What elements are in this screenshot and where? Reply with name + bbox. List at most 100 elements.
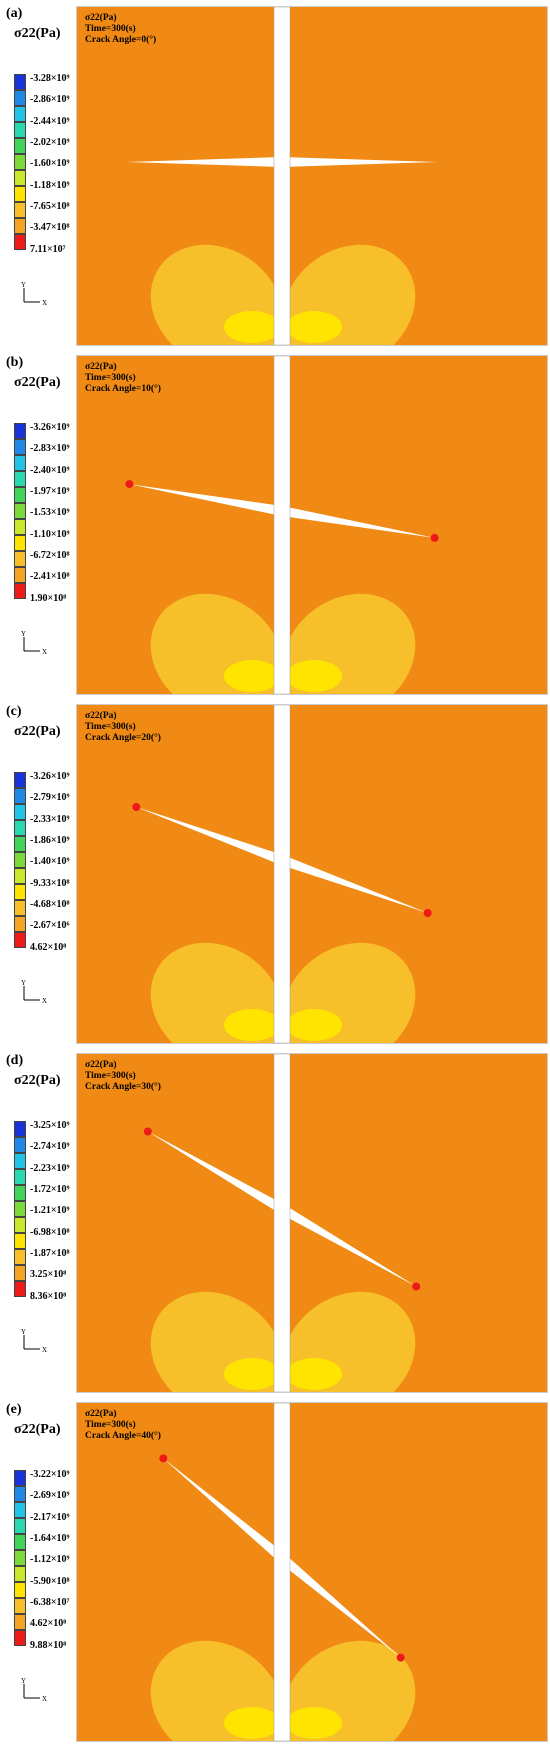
contour-svg	[125, 356, 439, 694]
color-scale	[14, 1121, 26, 1313]
x-axis-letter: X	[42, 648, 47, 656]
inner-zone-right	[286, 660, 342, 692]
tick-labels: -3.26×10⁹ -2.79×10⁹ -2.33×10⁹ -1.86×10⁹ …	[30, 771, 90, 964]
scale-swatch	[14, 884, 26, 900]
scale-swatch	[14, 234, 26, 250]
legend-title: σ22(Pa)	[14, 1422, 61, 1437]
scale-swatch	[14, 1582, 26, 1598]
scale-swatch	[14, 154, 26, 170]
x-axis-letter: X	[42, 1346, 47, 1354]
scale-swatch	[14, 567, 26, 583]
tick-labels: -3.26×10⁹ -2.83×10⁹ -2.40×10⁹ -1.97×10⁹ …	[30, 422, 90, 615]
tick-label: -2.69×10⁹	[30, 1490, 70, 1502]
tick-label: -6.38×10⁷	[30, 1596, 70, 1608]
color-scale	[14, 1470, 26, 1662]
inner-zone-left	[224, 1358, 280, 1390]
tick-label: -2.02×10⁹	[30, 136, 70, 148]
scale-swatch	[14, 74, 26, 90]
tick-label: -1.86×10⁹	[30, 834, 70, 846]
crack-tip-stress-right	[423, 909, 432, 917]
scale-swatch	[14, 218, 26, 234]
tick-label: -1.87×10⁸	[30, 1247, 70, 1259]
plot-info: σ22(Pa) Time=300(s) Crack Angle=40(°)	[85, 1409, 161, 1442]
tick-label: -1.72×10⁹	[30, 1183, 70, 1195]
tick-label: -3.22×10⁹	[30, 1469, 70, 1480]
panel-label: (a)	[6, 6, 23, 21]
plot-info: σ22(Pa) Time=300(s) Crack Angle=20(°)	[85, 711, 161, 744]
tick-label: -5.90×10⁸	[30, 1575, 70, 1587]
tick-label: 4.62×10⁸	[30, 941, 67, 953]
info-angle: Crack Angle=0(°)	[85, 35, 157, 45]
scale-swatch	[14, 503, 26, 519]
scale-swatch	[14, 519, 26, 535]
scale-swatch	[14, 1502, 26, 1518]
tick-label: -1.53×10⁹	[30, 507, 70, 519]
inner-zone-left	[224, 1009, 280, 1041]
contour-plot: σ22(Pa) Time=300(s) Crack Angle=0(°)	[76, 6, 548, 346]
axis-triad-icon: Y X	[21, 631, 47, 656]
scale-swatch	[14, 852, 26, 868]
crack-tip-stress-left	[125, 480, 134, 489]
info-stress: σ22(Pa)	[85, 362, 117, 372]
x-axis-letter: X	[42, 299, 47, 307]
wellbore	[273, 7, 291, 345]
tick-label: -1.97×10⁹	[30, 485, 70, 497]
scale-swatch	[14, 1598, 26, 1614]
crack-tip-stress-left	[143, 1127, 152, 1136]
legend-title: σ22(Pa)	[14, 375, 61, 390]
scale-swatch	[14, 455, 26, 471]
tick-label: 8.36×10⁸	[30, 1290, 67, 1302]
panel-label: (e)	[6, 1402, 22, 1417]
tick-label: -6.98×10⁸	[30, 1226, 70, 1238]
tick-label: -2.17×10⁹	[30, 1511, 70, 1523]
legend-title: σ22(Pa)	[14, 26, 61, 41]
panel-label: (b)	[6, 355, 24, 370]
legend-title: σ22(Pa)	[14, 724, 61, 739]
scale-swatch	[14, 1137, 26, 1153]
inner-zone-right	[286, 311, 342, 343]
tick-label: -2.33×10⁹	[30, 813, 70, 825]
axis-triad-icon: Y X	[21, 282, 47, 307]
scale-swatch	[14, 138, 26, 154]
tick-label: -2.74×10⁹	[30, 1141, 70, 1153]
scale-swatch	[14, 1153, 26, 1169]
scale-swatch	[14, 122, 26, 138]
tick-label: -3.25×10⁹	[30, 1120, 70, 1131]
scale-swatch	[14, 1614, 26, 1630]
scale-swatch	[14, 820, 26, 836]
tick-label: -1.60×10⁹	[30, 158, 70, 170]
info-stress: σ22(Pa)	[85, 1409, 117, 1419]
info-stress: σ22(Pa)	[85, 711, 117, 721]
axis-triad-icon: Y X	[21, 1329, 47, 1354]
tick-label: -1.40×10⁹	[30, 856, 70, 868]
tick-label: -2.79×10⁹	[30, 792, 70, 804]
inner-zone-left	[224, 1707, 280, 1739]
tick-label: -3.28×10⁹	[30, 73, 70, 84]
wellbore	[273, 705, 291, 1043]
y-axis-letter: Y	[21, 980, 26, 987]
y-axis-letter: Y	[21, 1329, 26, 1336]
info-time: Time=300(s)	[85, 1420, 136, 1430]
scale-swatch	[14, 1486, 26, 1502]
tick-label: -2.67×10⁶	[30, 920, 70, 932]
info-time: Time=300(s)	[85, 373, 136, 383]
plot-info: σ22(Pa) Time=300(s) Crack Angle=30(°)	[85, 1060, 161, 1093]
wellbore	[273, 356, 291, 694]
scale-swatch	[14, 1185, 26, 1201]
scale-swatch	[14, 1281, 26, 1297]
scale-swatch	[14, 1169, 26, 1185]
inner-zone-right	[286, 1009, 342, 1041]
legend-title: σ22(Pa)	[14, 1073, 61, 1088]
tick-label: -2.23×10⁹	[30, 1162, 70, 1174]
tick-label: -2.44×10⁹	[30, 115, 70, 127]
panel-d: (d) σ22(Pa) -3.25×10⁹ -2.74×10⁹ -2.23×10…	[0, 1047, 550, 1396]
scale-swatch	[14, 583, 26, 599]
x-axis-letter: X	[42, 997, 47, 1005]
crack-tip-stress-left	[132, 803, 141, 811]
tick-label: -1.18×10⁹	[30, 179, 70, 191]
wellbore	[273, 1403, 291, 1741]
plot-info: σ22(Pa) Time=300(s) Crack Angle=10(°)	[85, 362, 161, 395]
info-angle: Crack Angle=40(°)	[85, 1431, 161, 1441]
info-stress: σ22(Pa)	[85, 13, 117, 23]
scale-swatch	[14, 1630, 26, 1646]
